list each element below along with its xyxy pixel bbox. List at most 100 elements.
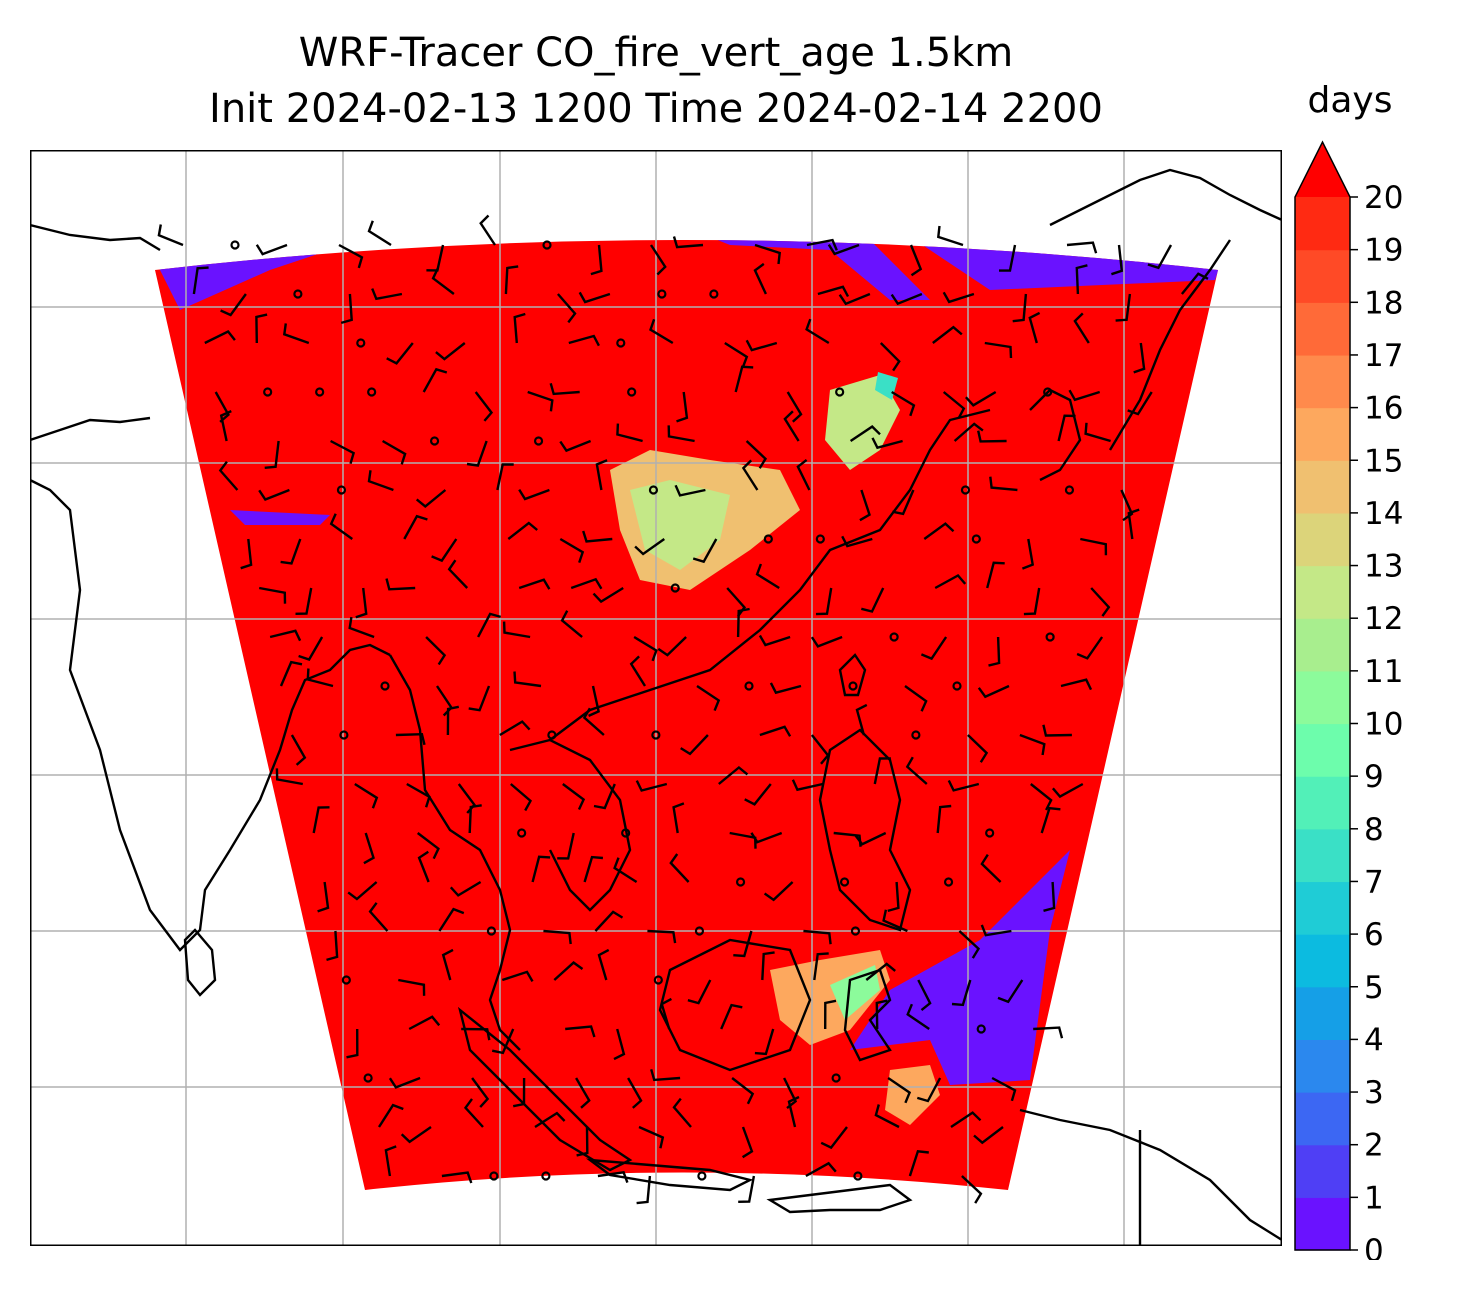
wind-barb [559,439,592,453]
wind-barb [543,929,572,945]
wind-barb [474,391,494,422]
wind-barb [367,470,394,492]
wind-barb [1080,537,1108,556]
wind-barb [890,292,923,306]
wind-barb [1033,1026,1064,1039]
wind-barb [1021,538,1035,570]
colorbar-segment [1295,512,1350,567]
coastline-sulawesi [843,968,892,1062]
wind-barb [240,538,253,570]
wind-barb [680,734,709,756]
wind-barb [255,313,268,344]
wind-barb [724,341,749,368]
wind-barb [417,850,430,883]
wind-barb [1040,806,1061,834]
coastline-newguinea [1019,1108,1282,1242]
wind-barb [736,607,750,638]
wind-barb [398,978,426,996]
coastlines [30,168,1282,1246]
calm-wind-marker [653,975,663,985]
wind-barb [280,538,302,565]
wind-barb [965,390,997,407]
wind-barb [674,484,706,497]
wind-barb [269,629,302,642]
wind-barb [815,587,833,616]
coastline-india [30,478,391,952]
wind-barb [669,853,690,883]
wind-barb [627,1077,643,1109]
wind-barb [592,586,624,604]
wind-barb [583,855,603,883]
wind-barb [636,1175,652,1205]
wind-barb [306,668,334,688]
colorbar-tick-label: 17 [1364,338,1403,374]
wind-barb [338,243,364,269]
wind-barb [220,293,247,317]
calm-wind-marker [735,877,746,887]
calm-wind-marker [960,485,971,495]
colorbar-segment [1295,565,1350,619]
wind-barb [347,881,378,901]
wind-barb [1147,244,1173,270]
wind-barb [1111,244,1124,276]
wind-barb [973,1126,1004,1145]
wind-barb [638,1125,665,1149]
wind-barb [1076,636,1104,660]
colorbar-extend-arrow [1295,142,1350,197]
wind-barb [317,881,330,913]
colorbar-segment [1295,1039,1350,1093]
wind-barb [355,587,368,619]
wind-barb [745,440,768,469]
wind-barb [997,979,1024,1004]
coastline-java [585,1158,754,1192]
wind-barb [726,587,747,617]
calm-wind-marker [911,730,921,740]
wind-barb [1019,733,1046,756]
wind-barb [312,806,330,834]
wind-barb [892,489,915,516]
wind-barb [1068,389,1101,402]
colorbar-tick-label: 9 [1364,759,1384,795]
wind-barb [887,1077,912,1104]
wind-barb [431,538,458,563]
wind-barb [786,391,803,423]
colorbar-tick-label: 1 [1364,1180,1384,1216]
wind-barb [783,410,800,442]
chart-title-line1: WRF-Tracer CO_fire_vert_age 1.5km [298,30,1014,76]
coastline-indochina [388,654,521,1051]
wind-barb [258,488,290,501]
wind-barb [980,853,1002,883]
wind-barb [908,1150,929,1177]
colorbar-tick-label: 15 [1364,443,1403,479]
colorbar-segment [1295,670,1350,725]
wind-barb [562,783,586,811]
wind-barb [512,1077,526,1108]
wind-barb [447,559,469,589]
wind-barb [859,489,871,522]
colorbar-outline [1294,140,1351,1251]
wind-barb [649,244,667,276]
wind-barb [905,756,928,785]
calm-wind-marker [744,681,754,691]
calm-wind-marker [380,681,390,691]
wind-barb [738,1175,756,1203]
calm-wind-marker [839,877,850,887]
wind-barb [827,243,860,256]
wind-barb [917,979,932,1012]
wind-barb [950,1111,982,1128]
wind-barb [422,367,448,393]
wind-barb [449,880,482,897]
wind-barb [403,514,428,540]
colorbar-tick-label: 5 [1364,970,1384,1006]
calm-wind-marker [621,828,631,838]
colorbar-tick-label: 19 [1364,233,1403,269]
wind-barb [916,1077,942,1103]
wind-barb [1127,508,1140,540]
map-panel [30,150,1282,1246]
wind-barb [991,1076,1017,1102]
calm-wind-marker [533,436,544,446]
wind-barb [468,685,491,712]
wind-barb [348,616,375,639]
wind-barb [616,423,643,443]
wind-barb [1023,587,1041,616]
